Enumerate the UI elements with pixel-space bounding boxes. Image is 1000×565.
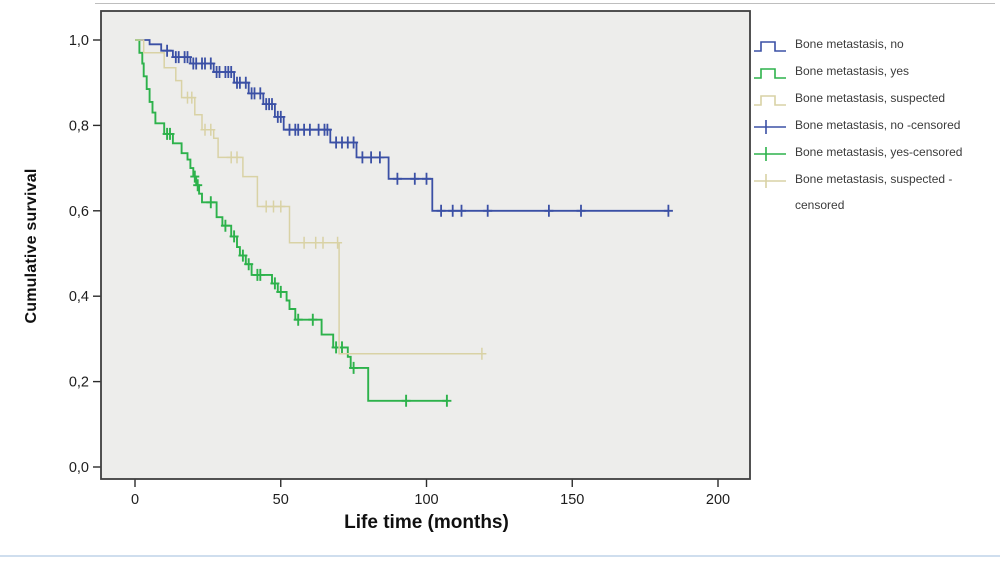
legend-item: Bone metastasis, suspected bbox=[753, 85, 999, 111]
legend-item: Bone metastasis, no -censored bbox=[753, 112, 999, 138]
legend-label: Bone metastasis, no bbox=[795, 37, 904, 51]
legend-item: Bone metastasis, yes bbox=[753, 58, 999, 84]
censor-marks-0 bbox=[162, 44, 673, 217]
legend-step-line-icon bbox=[754, 68, 786, 79]
legend-censor-plus-icon bbox=[754, 147, 786, 161]
legend-item: Bone metastasis, no bbox=[753, 31, 999, 57]
series-line-1 bbox=[135, 39, 447, 402]
legend-censor-plus-icon bbox=[754, 120, 786, 134]
legend-label: Bone metastasis, suspected -censored bbox=[795, 172, 953, 212]
legend-label: Bone metastasis, yes bbox=[795, 64, 910, 78]
x-tick-label: 0 bbox=[131, 492, 139, 508]
y-axis-title: Cumulative survival bbox=[23, 168, 40, 324]
legend-step-line-icon bbox=[754, 41, 786, 52]
censor-marks-1 bbox=[162, 127, 452, 407]
legend-step-line-icon bbox=[754, 95, 786, 106]
x-tick-label: 50 bbox=[273, 492, 289, 508]
legend-label: Bone metastasis, yes-censored bbox=[795, 145, 963, 159]
y-tick-label: 1,0 bbox=[69, 33, 89, 49]
plot-area bbox=[101, 11, 750, 479]
legend-item: Bone metastasis, yes-censored bbox=[753, 139, 999, 165]
chart-legend: Bone metastasis, no Bone metastasis, yes B… bbox=[753, 31, 999, 219]
y-tick-label: 0,2 bbox=[69, 375, 89, 391]
x-tick-label: 200 bbox=[706, 492, 730, 508]
legend-label: Bone metastasis, suspected bbox=[795, 91, 946, 105]
y-tick-label: 0,8 bbox=[69, 118, 89, 134]
legend-item: Bone metastasis, suspected -censored bbox=[753, 166, 999, 218]
censor-marks-2 bbox=[183, 91, 487, 360]
x-tick-label: 100 bbox=[414, 492, 438, 508]
x-axis-title: Life time (months) bbox=[344, 512, 509, 533]
y-tick-label: 0,4 bbox=[69, 289, 89, 305]
y-tick-label: 0,0 bbox=[69, 460, 89, 476]
plot-frame bbox=[100, 10, 751, 480]
x-tick-label: 150 bbox=[560, 492, 584, 508]
bottom-divider bbox=[0, 555, 1000, 557]
legend-censor-plus-icon bbox=[754, 174, 786, 188]
y-tick-label: 0,6 bbox=[69, 204, 89, 220]
legend-label: Bone metastasis, no -censored bbox=[795, 118, 961, 132]
top-divider bbox=[95, 3, 995, 4]
